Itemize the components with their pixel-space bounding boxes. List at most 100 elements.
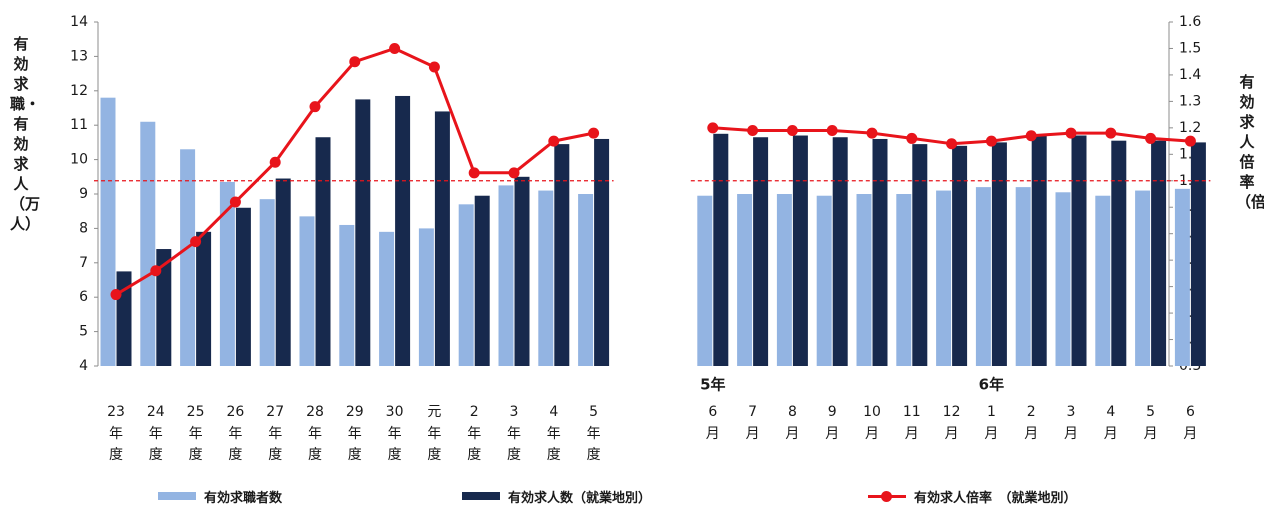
x-tick-label-number: 12	[943, 404, 961, 420]
x-tick-label-number: 2	[1027, 404, 1036, 420]
x-tick-label-unit: 年	[427, 426, 441, 442]
bar-job-openings	[395, 95, 411, 367]
bar-job-seekers	[458, 204, 474, 366]
bar-job-openings	[196, 231, 212, 366]
y-left-tick-label: 8	[79, 220, 88, 236]
y-left-tick-label: 12	[70, 83, 88, 99]
x-tick-label-unit: 年	[467, 426, 481, 442]
legend-label-job-seekers: 有効求職者数	[204, 490, 283, 506]
x-tick-label-unit: 月	[1183, 426, 1197, 442]
ratio-point	[1184, 135, 1196, 147]
ratio-point	[1105, 127, 1117, 139]
ratio-point	[110, 289, 122, 301]
bar-job-seekers	[379, 231, 395, 366]
x-tick-label-unit: 年	[228, 426, 242, 442]
ratio-point	[190, 236, 202, 248]
x-tick-label-number: 5	[1146, 404, 1155, 420]
ratio-point	[826, 124, 838, 136]
bar-job-seekers	[339, 224, 355, 366]
x-tick-label-number: 10	[863, 404, 881, 420]
x-tick-label-unit: 月	[1144, 426, 1158, 442]
bar-job-seekers	[299, 216, 315, 366]
ratio-point	[786, 124, 798, 136]
legend-item-ratio: 有効求人倍率 （就業地別）	[868, 485, 1077, 507]
x-tick-label-suffix: 度	[507, 447, 521, 463]
bar-job-openings	[832, 137, 848, 366]
x-tick-label-suffix: 度	[308, 447, 322, 463]
y-right-tick-label: 1.3	[1179, 93, 1201, 109]
ratio-point	[985, 135, 997, 147]
x-tick-label-unit: 月	[785, 426, 799, 442]
x-tick-label-unit: 月	[945, 426, 959, 442]
y-right-tick-label: 1.6	[1179, 14, 1201, 30]
x-tick-label-number: 元	[427, 404, 441, 420]
bar-job-seekers	[1095, 195, 1111, 366]
x-tick-label-unit: 年	[507, 426, 521, 442]
bar-job-seekers	[1055, 192, 1071, 366]
bar-job-seekers	[936, 190, 952, 366]
legend-swatch-job-seekers	[158, 492, 196, 500]
ratio-point	[707, 122, 719, 134]
ratio-point	[309, 101, 321, 113]
y-axis-left-title: 有効求職・有効求人（万人）	[10, 35, 41, 233]
ratio-point	[946, 138, 958, 150]
x-tick-label-suffix: 度	[547, 447, 561, 463]
legend-swatch-job-openings	[462, 492, 500, 500]
bar-job-openings	[1151, 140, 1167, 366]
x-tick-label-unit: 月	[905, 426, 919, 442]
x-group-label: 6年	[979, 376, 1004, 394]
legend-item-job-seekers: 有効求職者数	[158, 485, 282, 507]
y-right-tick-label: 1.4	[1179, 67, 1201, 83]
bar-job-openings	[434, 111, 450, 366]
bar-job-seekers	[1015, 187, 1031, 366]
ratio-point	[229, 196, 241, 208]
x-tick-label-number: 5	[589, 404, 598, 420]
x-tick-label-unit: 年	[308, 426, 322, 442]
bar-job-openings	[1031, 135, 1047, 366]
ratio-point	[906, 132, 918, 144]
x-tick-label-unit: 月	[825, 426, 839, 442]
x-tick-label-number: 25	[187, 404, 205, 420]
x-tick-label-number: 3	[1067, 404, 1076, 420]
x-tick-label-unit: 年	[388, 426, 402, 442]
x-tick-label-unit: 月	[1024, 426, 1038, 442]
x-tick-label-number: 26	[226, 404, 244, 420]
legend-label-job-openings: 有効求人数（就業地別）	[508, 490, 652, 506]
ratio-point	[389, 42, 401, 54]
y-left-tick-label: 14	[70, 14, 88, 30]
x-tick-label-unit: 月	[1104, 426, 1118, 442]
bar-job-openings	[156, 249, 172, 366]
x-tick-label-suffix: 度	[388, 447, 402, 463]
x-tick-label-suffix: 度	[189, 447, 203, 463]
ratio-point	[1025, 130, 1037, 142]
bar-job-openings	[315, 137, 331, 366]
legend-item-job-openings: 有効求人数（就業地別）	[462, 485, 651, 507]
x-tick-label-number: 11	[903, 404, 921, 420]
bar-job-seekers	[418, 228, 434, 366]
ratio-point	[1145, 132, 1157, 144]
x-tick-label-unit: 月	[746, 426, 760, 442]
ratio-point	[508, 167, 520, 179]
ratio-point	[468, 167, 480, 179]
x-tick-label-unit: 年	[348, 426, 362, 442]
y-right-tick-label: 1.5	[1179, 40, 1201, 56]
x-tick-label-suffix: 度	[109, 447, 123, 463]
bar-job-seekers	[896, 194, 912, 366]
ratio-point	[349, 56, 361, 68]
bar-job-seekers	[776, 194, 792, 366]
x-tick-label-number: 9	[828, 404, 837, 420]
bar-job-seekers	[100, 97, 116, 367]
x-tick-label-suffix: 度	[268, 447, 282, 463]
x-tick-label-number: 30	[386, 404, 404, 420]
x-tick-label-unit: 年	[587, 426, 601, 442]
bar-job-seekers	[1135, 190, 1151, 366]
x-tick-label-suffix: 度	[467, 447, 481, 463]
y-left-tick-label: 11	[70, 117, 88, 133]
bar-job-seekers	[180, 149, 196, 366]
ratio-point	[548, 135, 560, 147]
bar-job-openings	[275, 178, 291, 366]
bar-job-openings	[792, 135, 808, 366]
bar-job-seekers	[498, 185, 514, 366]
bar-job-openings	[474, 195, 490, 366]
x-tick-label-number: 6	[708, 404, 717, 420]
